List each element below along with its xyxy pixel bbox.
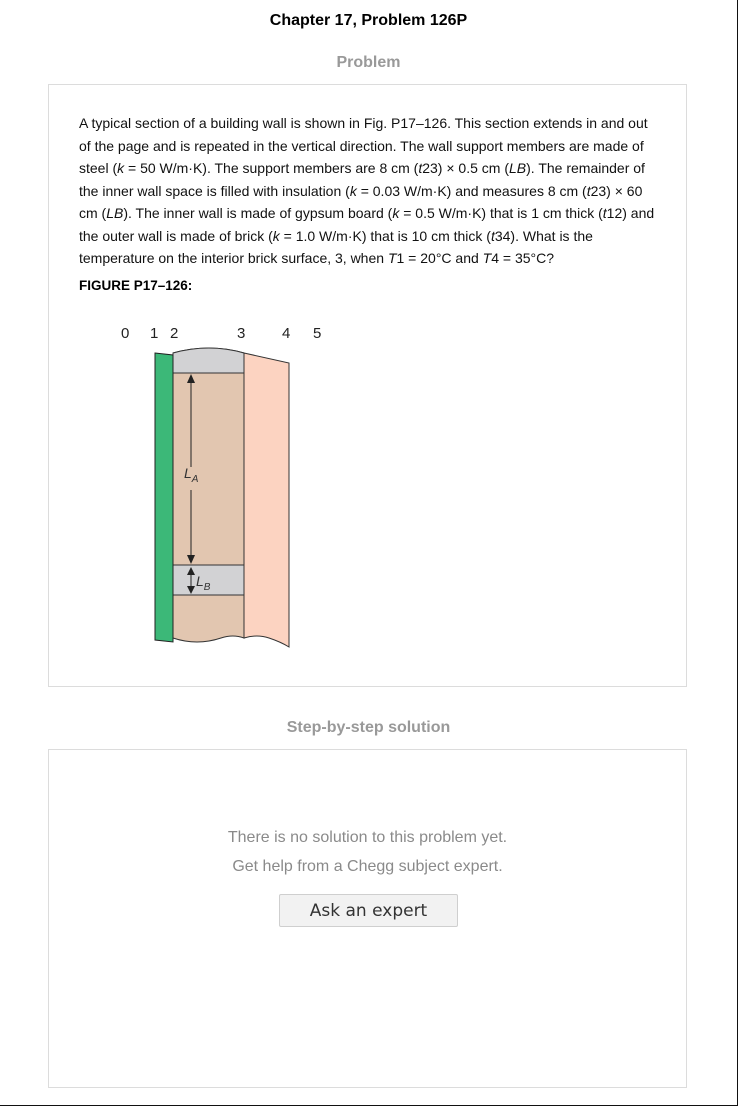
solution-panel: There is no solution to this problem yet… bbox=[48, 749, 687, 1088]
problem-text-part: 34). What is the temperature on the inte… bbox=[79, 227, 593, 267]
label-la-sub: A bbox=[191, 473, 199, 485]
problem-text-part: = 50 W/m·K). The support members are 8 c… bbox=[124, 160, 419, 176]
problem-text-part: ). The inner wall is made of gypsum boar… bbox=[123, 205, 393, 221]
label-la: LA bbox=[184, 465, 198, 485]
problem-text-part: T bbox=[482, 250, 492, 266]
problem-heading: Problem bbox=[336, 54, 401, 71]
wall-diagram bbox=[154, 347, 290, 648]
no-solution-message: There is no solution to this problem yet… bbox=[227, 829, 508, 846]
problem-text-part: 23) × 0.5 cm ( bbox=[422, 160, 509, 176]
figure-position-label: 2 bbox=[170, 325, 179, 342]
figure-position-label: 1 bbox=[150, 325, 159, 342]
problem-text-part: t bbox=[602, 205, 607, 221]
steel-member-top bbox=[172, 347, 245, 374]
figure-position-label: 3 bbox=[237, 325, 246, 342]
problem-text-part: 23) × 60 cm ( bbox=[79, 182, 643, 222]
label-la-main: L bbox=[184, 465, 192, 481]
problem-statement: A typical section of a building wall is … bbox=[79, 112, 659, 270]
expert-help-message: Get help from a Chegg subject expert. bbox=[232, 858, 503, 875]
figure-position-label: 4 bbox=[282, 325, 291, 342]
problem-text-part: k bbox=[392, 205, 400, 221]
problem-text-part: k bbox=[349, 182, 357, 199]
problem-text-part: t bbox=[586, 182, 591, 199]
page-title: Chapter 17, Problem 126P bbox=[269, 12, 468, 29]
problem-text-part: A typical section of a building wall is … bbox=[79, 115, 648, 176]
problem-text-part: t bbox=[418, 160, 423, 176]
la-arrow-bottom bbox=[187, 555, 195, 564]
lb-arrow-top bbox=[187, 567, 195, 575]
problem-text-part: LB bbox=[509, 160, 527, 176]
problem-text-part: k bbox=[272, 227, 280, 244]
problem-text-part: = 0.03 W/m·K) and measures 8 cm ( bbox=[356, 182, 587, 199]
brick-layer bbox=[243, 352, 290, 648]
problem-text-part: 12) and the outer wall is made of brick … bbox=[79, 205, 655, 244]
label-lb-main: L bbox=[196, 573, 204, 589]
problem-text-part: 1 = 20°C and bbox=[396, 250, 483, 266]
la-arrow-top bbox=[187, 374, 195, 383]
problem-text-part: ). The remainder of the inner wall space… bbox=[79, 160, 645, 199]
problem-panel: A typical section of a building wall is … bbox=[48, 84, 687, 687]
problem-text-part: T bbox=[387, 250, 397, 266]
wall-section-figure: 0 1 2 3 4 5 LA LB bbox=[109, 325, 339, 655]
label-lb-sub: B bbox=[203, 581, 211, 593]
problem-text-part: = 0.5 W/m·K) that is 1 cm thick ( bbox=[399, 205, 603, 221]
problem-text-part: k bbox=[117, 160, 125, 176]
ask-an-expert-button[interactable]: Ask an expert bbox=[279, 894, 458, 927]
problem-text-part: LB bbox=[106, 205, 124, 221]
problem-text-part: 4 = 35°C? bbox=[491, 250, 555, 266]
label-lb: LB bbox=[196, 573, 210, 593]
problem-text-part: t bbox=[490, 227, 495, 244]
figure-caption: FIGURE P17–126: bbox=[79, 278, 193, 293]
insulation-region bbox=[172, 347, 245, 643]
solution-heading: Step-by-step solution bbox=[286, 719, 451, 736]
figure-position-label: 0 bbox=[121, 325, 130, 342]
figure-position-label: 5 bbox=[313, 325, 322, 342]
lb-arrow-bottom bbox=[187, 586, 195, 594]
problem-text-part: = 1.0 W/m·K) that is 10 cm thick ( bbox=[279, 227, 491, 244]
gypsum-board-layer bbox=[154, 352, 174, 643]
steel-member-middle bbox=[172, 564, 245, 596]
